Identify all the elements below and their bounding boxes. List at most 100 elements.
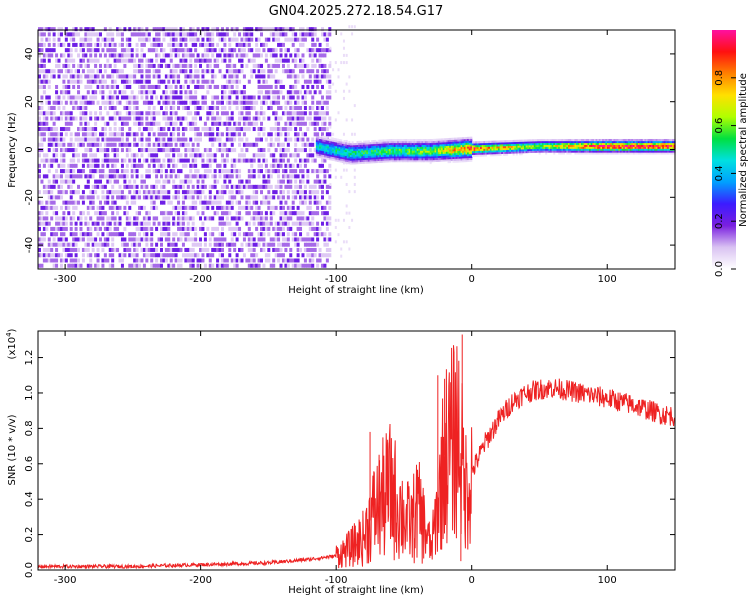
heatmap-cell [337, 68, 340, 72]
heatmap-cell [294, 148, 298, 153]
heatmap-cell [113, 163, 117, 168]
heatmap-cell [274, 253, 278, 258]
heatmap-cell [238, 179, 242, 184]
heatmap-cell [157, 158, 161, 163]
heatmap-cell [145, 79, 149, 84]
heatmap-cell [179, 263, 183, 268]
heatmap-cell [155, 179, 159, 184]
heatmap-cell [364, 150, 367, 153]
heatmap-cell [206, 216, 210, 221]
heatmap-cell [52, 242, 56, 247]
heatmap-cell [279, 116, 283, 121]
heatmap-cell [103, 158, 107, 163]
heatmap-cell [392, 144, 395, 147]
heatmap-cell [338, 160, 341, 163]
heatmap-cell [454, 152, 457, 156]
heatmap-cell [113, 127, 117, 132]
heatmap-cell [167, 226, 171, 231]
heatmap-cell [216, 84, 220, 89]
heatmap-cell [267, 184, 271, 189]
heatmap-cell [208, 106, 212, 111]
heatmap-cell [167, 174, 171, 179]
heatmap-cell [116, 137, 120, 142]
heatmap-cell [308, 69, 312, 74]
heatmap-cell [69, 95, 73, 100]
heatmap-cell [111, 242, 115, 247]
heatmap-cell [316, 174, 320, 179]
heatmap-cell [390, 144, 393, 147]
heatmap-cell [250, 100, 254, 105]
heatmap-cell [223, 169, 227, 174]
heatmap-cell [281, 221, 285, 226]
heatmap-cell [111, 195, 115, 200]
heatmap-cell [452, 143, 455, 146]
heatmap-cell [162, 58, 166, 63]
heatmap-cell [277, 63, 281, 68]
heatmap-cell [184, 116, 188, 121]
heatmap-cell [140, 95, 144, 100]
heatmap-cell [218, 263, 222, 268]
heatmap-cell [106, 95, 110, 100]
heatmap-cell [230, 200, 234, 205]
heatmap-cell [371, 142, 374, 145]
heatmap-cell [380, 158, 383, 161]
heatmap-cell [206, 127, 210, 132]
heatmap-cell [159, 79, 163, 84]
heatmap-cell [194, 137, 198, 142]
heatmap-cell [216, 32, 220, 37]
heatmap-cell [47, 37, 51, 42]
heatmap-cell [179, 237, 183, 242]
heatmap-cell [159, 226, 163, 231]
heatmap-cell [311, 106, 315, 111]
heatmap-cell [140, 111, 144, 116]
heatmap-cell [189, 100, 193, 105]
heatmap-cell [332, 158, 335, 161]
heatmap-cell [257, 216, 261, 221]
heatmap-cell [91, 27, 95, 32]
heatmap-cell [431, 146, 434, 149]
heatmap-cell [196, 132, 200, 137]
heatmap-cell [245, 137, 249, 142]
heatmap-cell [186, 158, 190, 163]
heatmap-cell [206, 169, 210, 174]
heatmap-cell [133, 63, 137, 68]
heatmap-cell [189, 58, 193, 63]
heatmap-cell [225, 153, 229, 158]
heatmap-cell [177, 158, 181, 163]
heatmap-cell [308, 263, 312, 268]
heatmap-cell [308, 90, 312, 95]
heatmap-cell [335, 155, 338, 158]
heatmap-cell [38, 263, 41, 268]
heatmap-cell [201, 37, 205, 42]
heatmap-cell [77, 184, 81, 189]
heatmap-cell [181, 48, 185, 53]
heatmap-cell [367, 146, 370, 149]
heatmap-cell [208, 258, 212, 263]
heatmap-cell [186, 63, 190, 68]
heatmap-cell [152, 63, 156, 68]
heatmap-cell [328, 138, 331, 142]
heatmap-cell [478, 148, 481, 151]
heatmap-cell [38, 200, 41, 205]
heatmap-cell [499, 148, 502, 151]
heatmap-cell [113, 111, 117, 116]
heatmap-cell [382, 158, 385, 161]
heatmap-cell [252, 69, 256, 74]
heatmap-cell [308, 142, 312, 147]
heatmap-cell [45, 53, 49, 58]
heatmap-cell [296, 247, 300, 252]
heatmap-cell [38, 148, 41, 153]
heatmap-cell [413, 140, 416, 144]
heatmap-cell [52, 116, 56, 121]
heatmap-cell [238, 69, 242, 74]
heatmap-cell [398, 156, 401, 159]
heatmap-cell [316, 263, 320, 268]
heatmap-cell [284, 247, 288, 252]
heatmap-cell [52, 253, 56, 258]
heatmap-cell [390, 140, 393, 144]
heatmap-cell [116, 69, 120, 74]
heatmap-cell [245, 258, 249, 263]
heatmap-cell [184, 127, 188, 132]
heatmap-cell [52, 148, 56, 153]
heatmap-cell [351, 141, 354, 144]
